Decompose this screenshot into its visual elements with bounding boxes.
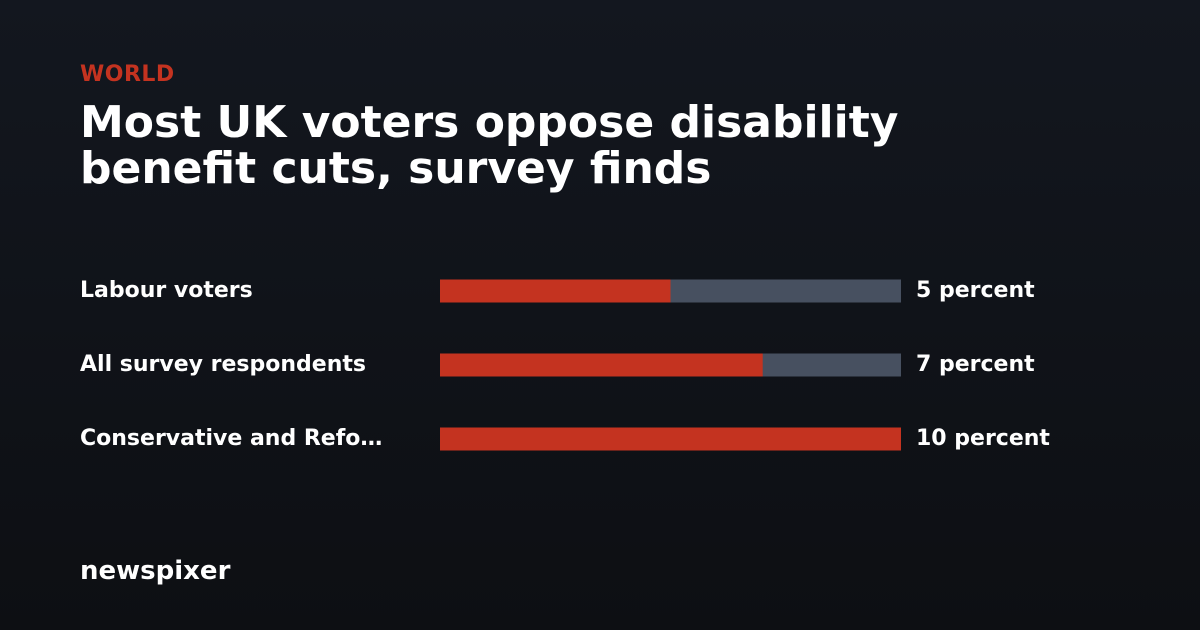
bar: [440, 427, 901, 451]
bar: [440, 353, 763, 377]
value-label: 7 percent: [916, 352, 1035, 377]
brand: newspixer: [80, 556, 231, 586]
category-label: Labour voters: [80, 278, 253, 303]
section-label: WORLD: [80, 62, 175, 87]
bar: [440, 279, 671, 303]
category-label: All survey respondents: [80, 352, 366, 377]
category-label: Conservative and Refo…: [80, 426, 382, 451]
value-label: 5 percent: [916, 278, 1035, 303]
value-label: 10 percent: [916, 426, 1050, 451]
headline: Most UK voters oppose disability benefit…: [80, 97, 899, 194]
